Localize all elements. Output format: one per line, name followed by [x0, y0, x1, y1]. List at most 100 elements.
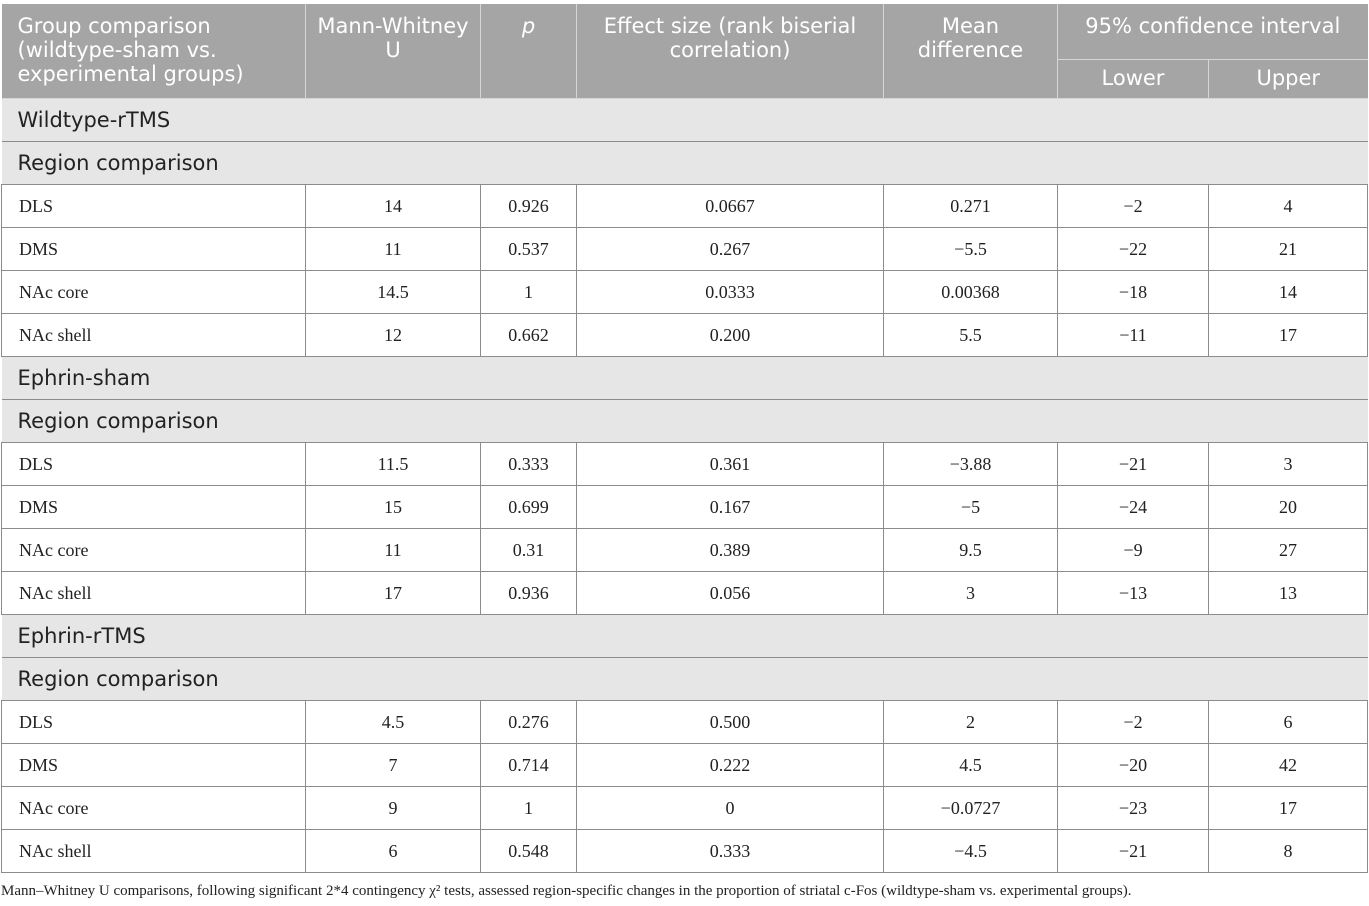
table-body: Wildtype-rTMS Region comparison DLS 14 0.926… — [1, 98, 1369, 873]
effect-size-cell: 0.167 — [576, 485, 884, 529]
mann-whitney-cell: 11.5 — [305, 442, 481, 486]
ci-lower-cell: −22 — [1057, 227, 1209, 271]
mean-difference-cell: −0.0727 — [883, 786, 1058, 830]
mean-difference-cell: −3.88 — [883, 442, 1058, 486]
ci-upper-cell: 6 — [1208, 700, 1369, 744]
region-cell: DMS — [1, 743, 306, 787]
mean-difference-cell: 0.271 — [883, 184, 1058, 228]
table-row: NAc shell 12 0.662 0.200 5.5 −11 17 — [1, 313, 1369, 357]
ci-upper-cell: 20 — [1208, 485, 1369, 529]
mann-whitney-cell: 15 — [305, 485, 481, 529]
table-row: DLS 4.5 0.276 0.500 2 −2 6 — [1, 700, 1369, 744]
table-row: DMS 15 0.699 0.167 −5 −24 20 — [1, 485, 1369, 529]
ci-upper-cell: 27 — [1208, 528, 1369, 572]
p-value-cell: 1 — [480, 270, 577, 314]
p-value-cell: 0.699 — [480, 485, 577, 529]
group-title: Ephrin-sham — [1, 356, 1368, 400]
results-table: Group comparison (wildtype-sham vs. expe… — [1, 4, 1369, 873]
mann-whitney-cell: 7 — [305, 743, 481, 787]
mean-difference-cell: −5 — [883, 485, 1058, 529]
mean-difference-cell: 0.00368 — [883, 270, 1058, 314]
region-cell: NAc shell — [1, 313, 306, 357]
table-row: NAc shell 6 0.548 0.333 −4.5 −21 8 — [1, 829, 1369, 873]
ci-lower-cell: −20 — [1057, 743, 1209, 787]
region-cell: DLS — [1, 700, 306, 744]
group-title: Ephrin-rTMS — [1, 614, 1368, 658]
mann-whitney-cell: 14.5 — [305, 270, 481, 314]
region-cell: DLS — [1, 184, 306, 228]
table-row: NAc shell 17 0.936 0.056 3 −13 13 — [1, 571, 1369, 615]
effect-size-cell: 0 — [576, 786, 884, 830]
p-value-cell: 0.333 — [480, 442, 577, 486]
region-cell: NAc core — [1, 528, 306, 572]
effect-size-cell: 0.0667 — [576, 184, 884, 228]
ci-upper-cell: 21 — [1208, 227, 1369, 271]
mann-whitney-cell: 12 — [305, 313, 481, 357]
ci-upper-cell: 3 — [1208, 442, 1369, 486]
header-effect-size: Effect size (rank biserial correlation) — [576, 4, 884, 99]
mann-whitney-cell: 6 — [305, 829, 481, 873]
region-cell: DLS — [1, 442, 306, 486]
ci-lower-cell: −13 — [1057, 571, 1209, 615]
mean-difference-cell: 5.5 — [883, 313, 1058, 357]
group-subtitle-row: Region comparison — [1, 657, 1368, 701]
mann-whitney-cell: 4.5 — [305, 700, 481, 744]
p-value-cell: 0.31 — [480, 528, 577, 572]
ci-upper-cell: 8 — [1208, 829, 1369, 873]
ci-upper-cell: 17 — [1208, 313, 1369, 357]
effect-size-cell: 0.333 — [576, 829, 884, 873]
group-title-row: Ephrin-rTMS — [1, 614, 1368, 658]
effect-size-cell: 0.389 — [576, 528, 884, 572]
ci-lower-cell: −23 — [1057, 786, 1209, 830]
p-value-cell: 1 — [480, 786, 577, 830]
ci-upper-cell: 42 — [1208, 743, 1369, 787]
effect-size-cell: 0.200 — [576, 313, 884, 357]
p-value-cell: 0.936 — [480, 571, 577, 615]
p-value-cell: 0.926 — [480, 184, 577, 228]
p-value-cell: 0.548 — [480, 829, 577, 873]
effect-size-cell: 0.267 — [576, 227, 884, 271]
header-p: p — [480, 4, 577, 99]
mann-whitney-cell: 11 — [305, 227, 481, 271]
mann-whitney-cell: 11 — [305, 528, 481, 572]
group-title: Wildtype-rTMS — [1, 98, 1368, 142]
group-subtitle: Region comparison — [1, 657, 1368, 701]
group-subtitle: Region comparison — [1, 399, 1368, 443]
effect-size-cell: 0.056 — [576, 571, 884, 615]
ci-upper-cell: 13 — [1208, 571, 1369, 615]
p-value-cell: 0.537 — [480, 227, 577, 271]
mean-difference-cell: 9.5 — [883, 528, 1058, 572]
effect-size-cell: 0.361 — [576, 442, 884, 486]
ci-upper-cell: 17 — [1208, 786, 1369, 830]
ci-lower-cell: −18 — [1057, 270, 1209, 314]
mean-difference-cell: −5.5 — [883, 227, 1058, 271]
table-row: DMS 11 0.537 0.267 −5.5 −22 21 — [1, 227, 1369, 271]
region-cell: NAc shell — [1, 829, 306, 873]
ci-lower-cell: −2 — [1057, 184, 1209, 228]
ci-lower-cell: −24 — [1057, 485, 1209, 529]
ci-lower-cell: −21 — [1057, 829, 1209, 873]
region-cell: NAc core — [1, 270, 306, 314]
group-subtitle-row: Region comparison — [1, 141, 1368, 185]
group-title-row: Ephrin-sham — [1, 356, 1368, 400]
mann-whitney-cell: 14 — [305, 184, 481, 228]
group-subtitle: Region comparison — [1, 141, 1368, 185]
table-row: DLS 11.5 0.333 0.361 −3.88 −21 3 — [1, 442, 1369, 486]
mann-whitney-cell: 9 — [305, 786, 481, 830]
region-cell: DMS — [1, 227, 306, 271]
effect-size-cell: 0.222 — [576, 743, 884, 787]
p-value-cell: 0.662 — [480, 313, 577, 357]
header-group-comparison: Group comparison (wildtype-sham vs. expe… — [1, 4, 306, 99]
region-cell: DMS — [1, 485, 306, 529]
region-cell: NAc core — [1, 786, 306, 830]
table-row: DMS 7 0.714 0.222 4.5 −20 42 — [1, 743, 1369, 787]
mann-whitney-cell: 17 — [305, 571, 481, 615]
mean-difference-cell: 3 — [883, 571, 1058, 615]
header-mann-whitney: Mann-Whitney U — [305, 4, 481, 99]
mean-difference-cell: 2 — [883, 700, 1058, 744]
ci-upper-cell: 4 — [1208, 184, 1369, 228]
ci-lower-cell: −9 — [1057, 528, 1209, 572]
header-upper: Upper — [1208, 59, 1368, 99]
table-header: Group comparison (wildtype-sham vs. expe… — [1, 4, 1368, 99]
group-title-row: Wildtype-rTMS — [1, 98, 1368, 142]
